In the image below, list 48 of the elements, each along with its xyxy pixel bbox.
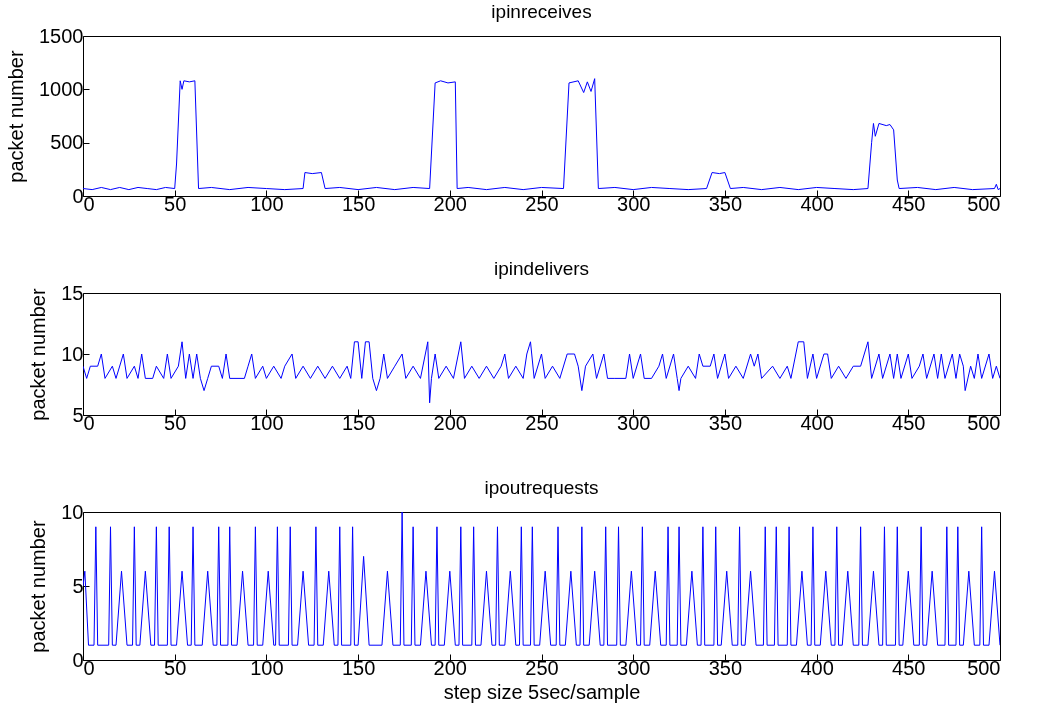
x-tick-label: 500 (967, 192, 1001, 215)
x-tick-label: 250 (525, 411, 559, 434)
y-axis-title: packet number (5, 50, 28, 183)
chart-title: ipoutrequests (484, 477, 599, 498)
x-tick-label: 100 (250, 411, 284, 434)
x-tick-label: 50 (164, 411, 187, 434)
y-tick-label: 500 (50, 131, 84, 154)
x-tick-label: 450 (892, 411, 926, 434)
x-tick-label: 100 (250, 192, 284, 215)
x-tick-label: 200 (433, 192, 467, 215)
y-tick-label: 5 (72, 574, 84, 597)
x-tick-label: 100 (250, 656, 284, 679)
x-tick-label: 200 (433, 411, 467, 434)
x-tick-label: 300 (617, 411, 651, 434)
x-axis-title: step size 5sec/sample (443, 680, 641, 703)
x-tick-label: 50 (164, 192, 187, 215)
line-series (83, 341, 1000, 404)
x-tick-label: 400 (800, 411, 834, 434)
y-tick-label: 10 (61, 500, 84, 523)
x-tick-label: 150 (341, 411, 376, 434)
y-tick-label: 15 (61, 281, 84, 304)
y-tick-label: 5 (72, 403, 84, 426)
x-tick-label: 300 (617, 656, 651, 679)
x-tick-label: 350 (708, 411, 743, 434)
x-tick-label: 400 (800, 192, 834, 215)
y-tick-label: 1500 (39, 24, 84, 47)
x-tick-label: 350 (708, 192, 743, 215)
x-tick-label: 500 (967, 411, 1001, 434)
x-tick-label: 250 (525, 192, 559, 215)
x-tick-label: 450 (892, 192, 926, 215)
x-tick-label: 300 (617, 192, 651, 215)
chart-title: ipinreceives (491, 1, 592, 22)
y-axis-title: packet number (27, 288, 50, 421)
x-tick-label: 500 (967, 656, 1001, 679)
x-tick-label: 400 (800, 656, 834, 679)
y-tick-label: 10 (61, 342, 84, 365)
y-axis-title: packet number (27, 520, 50, 653)
x-tick-label: 450 (892, 656, 926, 679)
chart-title: ipindelivers (493, 258, 590, 279)
y-tick-label: 1000 (39, 77, 84, 100)
x-tick-label: 350 (708, 656, 743, 679)
x-tick-label: 150 (341, 656, 376, 679)
x-tick-label: 250 (525, 656, 559, 679)
line-series (83, 78, 1000, 191)
line-series (83, 512, 1000, 646)
x-tick-label: 150 (341, 192, 376, 215)
x-tick-label: 50 (164, 656, 187, 679)
x-tick-label: 200 (433, 656, 467, 679)
